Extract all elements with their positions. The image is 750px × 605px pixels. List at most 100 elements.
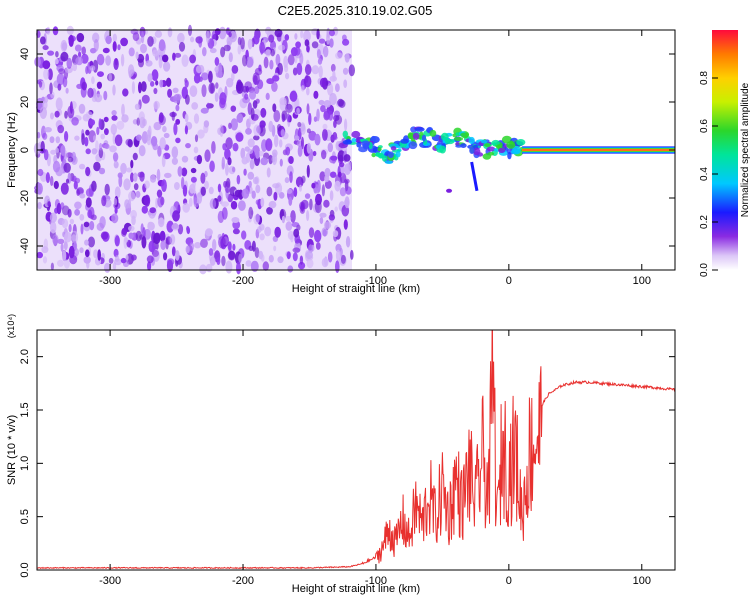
noise-speckle [236, 113, 244, 124]
noise-speckle [306, 258, 314, 269]
noise-speckle [68, 224, 72, 233]
noise-speckle [121, 227, 128, 236]
noise-speckle [225, 260, 233, 274]
noise-speckle [296, 62, 303, 75]
noise-speckle [268, 34, 275, 43]
noise-speckle [91, 180, 97, 192]
noise-speckle [133, 172, 138, 182]
noise-speckle [105, 35, 112, 45]
noise-speckle [110, 123, 118, 135]
noise-speckle [259, 223, 265, 231]
noise-speckle [294, 46, 301, 56]
noise-speckle [231, 166, 236, 173]
noise-speckle [185, 245, 190, 254]
noise-speckle [174, 182, 180, 190]
noise-speckle [321, 184, 325, 197]
noise-speckle [150, 174, 157, 183]
noise-speckle [93, 161, 101, 172]
noise-speckle [324, 180, 332, 189]
noise-speckle [159, 137, 166, 150]
noise-speckle [247, 138, 255, 148]
noise-speckle [327, 251, 333, 263]
x-tick-label: 100 [633, 275, 651, 287]
noise-speckle [240, 147, 246, 160]
signal-blob [371, 152, 377, 158]
noise-speckle [112, 33, 118, 42]
noise-speckle [87, 87, 94, 98]
noise-speckle [200, 172, 206, 184]
noise-speckle [271, 156, 276, 163]
noise-speckle [209, 256, 216, 266]
noise-speckle [167, 27, 173, 38]
noise-speckle [300, 123, 306, 135]
noise-speckle [215, 82, 219, 89]
noise-speckle [335, 83, 340, 93]
noise-speckle [327, 142, 333, 153]
noise-speckle [288, 196, 293, 206]
noise-speckle [217, 195, 222, 202]
noise-speckle [324, 175, 330, 183]
noise-speckle [217, 70, 223, 78]
x-tick-label: 0 [506, 275, 512, 287]
noise-speckle [342, 38, 350, 46]
noise-speckle [128, 232, 134, 239]
signal-blob [421, 134, 427, 142]
y-tick-label: 0.0 [19, 562, 31, 577]
snr-x-ticks: -300 -200 -100 0 100 [99, 330, 651, 587]
noise-speckle [195, 65, 203, 74]
noise-speckle [255, 184, 261, 194]
noise-speckle [287, 54, 295, 66]
signal-blob [469, 146, 475, 154]
noise-speckle [266, 78, 275, 85]
noise-speckle [71, 234, 77, 242]
noise-speckle [173, 93, 182, 101]
noise-speckle [235, 81, 244, 94]
noise-speckle [152, 142, 158, 151]
spectrogram-y-ticks: -40 -20 0 20 40 [19, 48, 675, 254]
noise-speckle [272, 149, 278, 158]
noise-speckle [265, 138, 273, 152]
signal-blob [351, 138, 357, 143]
colorbar-tick-label: 0.6 [699, 119, 710, 133]
x-tick-label: -200 [232, 275, 254, 287]
noise-speckle [319, 216, 324, 225]
noise-speckle [260, 157, 269, 166]
signal-blob [414, 126, 425, 132]
noise-speckle [65, 178, 70, 184]
noise-speckle [163, 132, 170, 139]
noise-speckle [100, 231, 109, 240]
noise-speckle [289, 90, 298, 102]
noise-speckle [329, 92, 337, 106]
figure-title: C2E5.2025.310.19.02.G05 [278, 3, 433, 18]
noise-speckle [254, 247, 260, 259]
noise-speckle [342, 67, 349, 75]
noise-speckle [223, 44, 231, 52]
noise-speckle [36, 131, 41, 139]
noise-speckle [112, 84, 116, 96]
noise-speckle [60, 182, 69, 195]
noise-speckle [230, 105, 237, 112]
noise-speckle [334, 206, 338, 212]
x-tick-label: -200 [232, 575, 254, 587]
noise-speckle [40, 140, 45, 153]
noise-speckle [306, 45, 310, 53]
x-tick-label: -300 [99, 275, 121, 287]
noise-speckle [73, 241, 78, 251]
noise-speckle [85, 249, 90, 258]
noise-speckle [225, 137, 233, 150]
noise-speckle [248, 206, 254, 220]
noise-speckle [163, 61, 171, 72]
noise-speckle [193, 113, 200, 124]
noise-speckle [241, 156, 249, 165]
noise-speckle [317, 58, 323, 65]
noise-speckle [286, 188, 293, 194]
noise-speckle [238, 253, 243, 263]
noise-speckle [162, 54, 169, 63]
noise-speckle [172, 210, 180, 222]
signal-blob [382, 155, 388, 162]
noise-speckle [250, 107, 255, 120]
y-tick-label: 20 [19, 96, 31, 108]
noise-speckle [138, 58, 144, 68]
noise-speckle [273, 110, 281, 123]
noise-speckle [97, 71, 104, 77]
